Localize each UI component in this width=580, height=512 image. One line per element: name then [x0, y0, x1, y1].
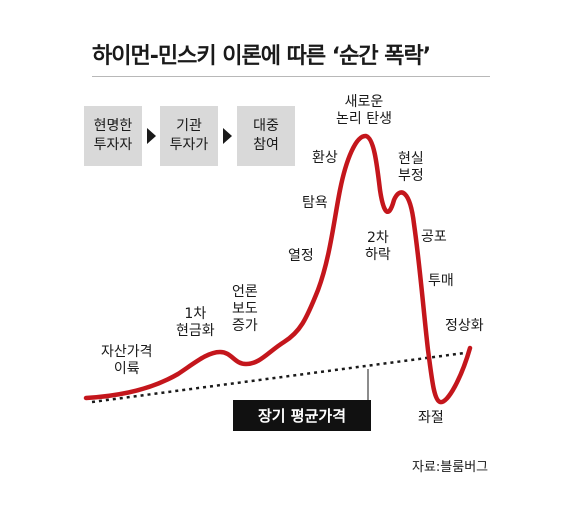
- stage-label-line1: 기관: [176, 118, 202, 134]
- label-panic-selling: 투매: [428, 273, 454, 289]
- label-despair: 좌절: [418, 410, 444, 426]
- label-delusion: 환상: [312, 150, 338, 166]
- label-line: 2차: [366, 230, 389, 246]
- stage-label-line1: 현명한: [93, 118, 133, 134]
- label-line: 이륙: [113, 361, 140, 377]
- long-term-average-line: [91, 350, 473, 404]
- label-denial-of-reality: 현실 부정: [398, 151, 424, 185]
- stage-arrow-icon: [147, 128, 156, 144]
- label-second-decline: 2차 하락: [365, 230, 391, 264]
- label-fear: 공포: [421, 229, 447, 245]
- label-line: 부정: [398, 168, 424, 184]
- bubble-price-curve: [83, 133, 473, 405]
- label-line: 현실: [398, 151, 424, 167]
- label-first-cash-out: 1차 현금화: [176, 306, 215, 340]
- stage-smart-investors: 현명한 투자자: [84, 106, 142, 166]
- label-line: 1차: [184, 306, 207, 322]
- stage-label-line1: 대중: [253, 118, 279, 134]
- label-line: 현금화: [176, 323, 215, 339]
- stage-institutional-investors: 기관 투자가: [160, 106, 218, 166]
- label-media-coverage-increase: 언론 보도 증가: [232, 284, 258, 335]
- stage-arrow-icon: [223, 128, 232, 144]
- label-line: 보도: [232, 301, 258, 317]
- stage-label-line2: 투자가: [169, 137, 209, 153]
- title-divider: [92, 76, 490, 77]
- label-line: 하락: [365, 247, 391, 263]
- label-line: 새로운: [344, 94, 384, 110]
- label-enthusiasm: 열정: [288, 248, 314, 264]
- label-asset-price-takeoff: 자산가격 이륙: [101, 344, 153, 378]
- long-term-average-label: 장기 평균가격: [233, 400, 371, 431]
- label-line: 언론: [232, 284, 258, 300]
- stage-label-line2: 투자자: [93, 137, 133, 153]
- source-credit: 자료:블룸버그: [412, 460, 489, 475]
- chart-title: 하이먼-민스키 이론에 따른 ‘순간 폭락’: [92, 44, 431, 69]
- stage-label-line2: 참여: [253, 137, 279, 153]
- label-line: 자산가격: [101, 344, 153, 360]
- label-line: 논리 탄생: [336, 111, 392, 127]
- label-line: 증가: [232, 318, 258, 334]
- label-greed: 탐욕: [302, 195, 328, 211]
- label-normalization: 정상화: [445, 318, 484, 334]
- label-new-paradigm: 새로운 논리 탄생: [336, 94, 392, 128]
- stage-public-participation: 대중 참여: [237, 106, 295, 166]
